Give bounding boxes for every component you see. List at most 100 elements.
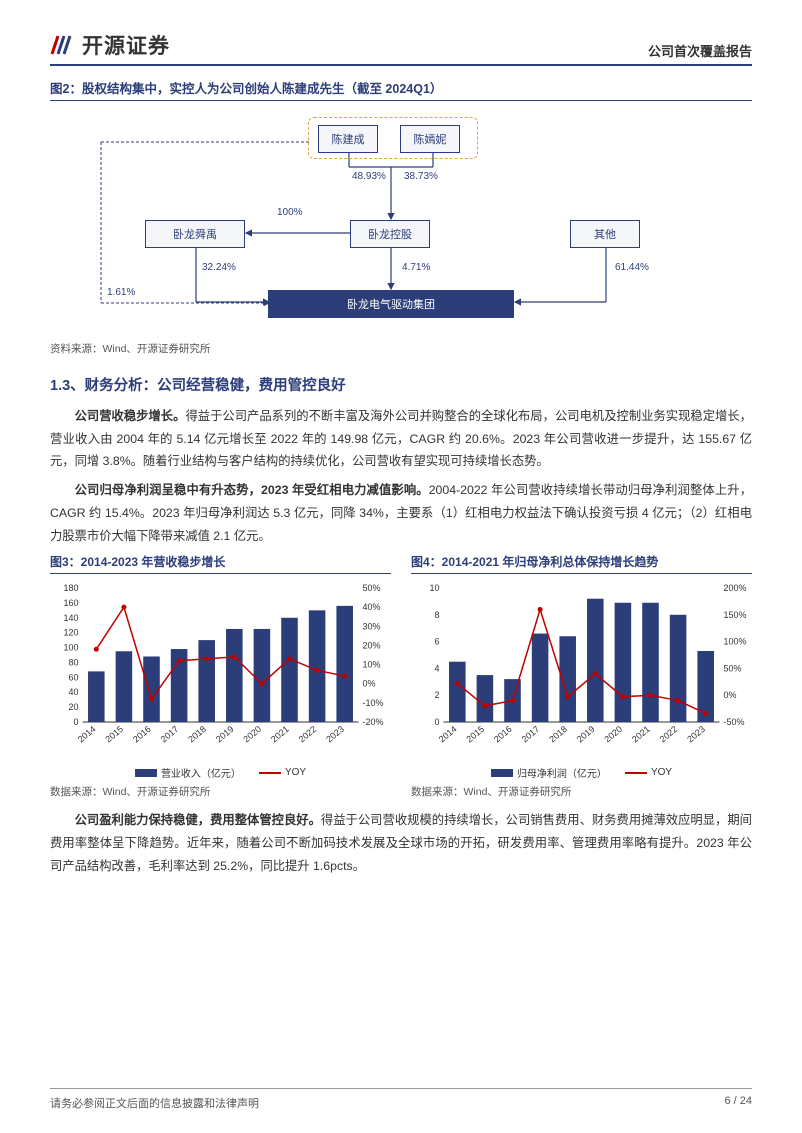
chart4-source: 数据来源：Wind、开源证券研究所 [411,784,752,799]
node-chen-jiancheng: 陈建成 [318,125,378,153]
svg-text:2022: 2022 [658,724,680,745]
svg-text:2015: 2015 [103,724,125,745]
svg-text:2018: 2018 [547,724,569,745]
para-3-bold: 公司盈利能力保持稳健，费用整体管控良好。 [75,813,321,827]
para-1-bold: 公司营收稳步增长。 [75,409,186,423]
svg-text:6: 6 [434,637,439,647]
chart4-column: 图4：2014-2021 年归母净利总体保持增长趋势 0 2 4 6 8 10 -50% 0%… [411,553,752,799]
node-wolong-shunyu: 卧龙舜禹 [145,220,245,248]
svg-text:0%: 0% [363,679,376,689]
svg-text:2014: 2014 [76,724,98,745]
svg-text:2021: 2021 [269,724,291,745]
chart4-legend-line-label: YOY [651,767,672,778]
svg-text:2023: 2023 [685,724,707,745]
edge-32-24: 32.24% [200,262,238,273]
figure2-title: 图2：股权结构集中，实控人为公司创始人陈建成先生（截至 2024Q1） [50,78,752,101]
svg-text:10: 10 [429,583,439,593]
logo: 开源证券 [50,30,170,60]
svg-text:150%: 150% [724,610,747,620]
svg-text:40: 40 [68,688,78,698]
chart3-legend-line: YOY [259,765,306,780]
para-3: 公司盈利能力保持稳健，费用整体管控良好。得益于公司营收规模的持续增长，公司销售费… [50,809,752,877]
chart3-source: 数据来源：Wind、开源证券研究所 [50,784,391,799]
para-2: 公司归母净利润呈稳中有升态势，2023 年受红相电力减值影响。2004-2022… [50,479,752,547]
svg-text:2017: 2017 [520,724,542,745]
svg-text:0: 0 [434,717,439,727]
svg-text:2020: 2020 [602,724,624,745]
svg-text:2021: 2021 [630,724,652,745]
svg-text:80: 80 [68,658,78,668]
footer-disclaimer: 请务必参阅正文后面的信息披露和法律声明 [50,1095,259,1111]
svg-text:100: 100 [63,643,78,653]
svg-text:2019: 2019 [214,724,236,745]
svg-text:200%: 200% [724,583,747,593]
figure2-diagram: 陈建成 陈嫣妮 卧龙舜禹 卧龙控股 其他 卧龙电气驱动集团 48.93% 38.… [50,107,752,337]
chart3-legend-bar: 营业收入（亿元） [135,765,241,780]
chart4-legend-bar-label: 归母净利润（亿元） [517,765,607,780]
figure2-source: 资料来源：Wind、开源证券研究所 [50,341,752,356]
charts-row: 图3：2014-2023 年营收稳步增长 0204060801001201401… [50,553,752,799]
chart3-svg: 0 20 40 60 80 100 120 140 160 180 -20% -10% 0% 10% 20%… [50,580,391,760]
chart4-title: 图4：2014-2021 年归母净利总体保持增长趋势 [411,553,752,574]
para-2-bold: 公司归母净利润呈稳中有升态势，2023 年受红相电力减值影响。 [75,483,429,497]
svg-text:-20%: -20% [363,717,384,727]
svg-text:-50%: -50% [724,717,745,727]
chart4-svg: 0 2 4 6 8 10 -50% 0% 50% 100% 150% 200% 20142015 2016… [411,580,752,760]
svg-text:140: 140 [63,613,78,623]
svg-text:60: 60 [68,673,78,683]
chart4-legend-bar: 归母净利润（亿元） [491,765,607,780]
svg-text:120: 120 [63,628,78,638]
edge-100: 100% [275,207,305,218]
svg-text:160: 160 [63,598,78,608]
edge-61-44: 61.44% [613,262,651,273]
svg-text:-10%: -10% [363,698,384,708]
node-other: 其他 [570,220,640,248]
svg-text:30%: 30% [363,622,381,632]
svg-text:2017: 2017 [159,724,181,745]
chart3-column: 图3：2014-2023 年营收稳步增长 0 20 40 60 80 100 120 140 1… [50,553,391,799]
svg-text:10%: 10% [363,660,381,670]
footer-page-number: 6 / 24 [724,1095,752,1111]
edge-48-93: 48.93% [350,171,388,182]
svg-text:20%: 20% [363,641,381,651]
svg-text:2: 2 [434,691,439,701]
edge-1-61: 1.61% [105,287,137,298]
node-chen-yanni: 陈嫣妮 [400,125,460,153]
svg-text:2016: 2016 [131,724,153,745]
page-footer: 请务必参阅正文后面的信息披露和法律声明 6 / 24 [50,1088,752,1111]
report-type: 公司首次覆盖报告 [648,41,752,60]
svg-text:40%: 40% [363,603,381,613]
node-wolong-electric: 卧龙电气驱动集团 [268,290,514,318]
svg-text:20: 20 [68,703,78,713]
svg-text:2020: 2020 [241,724,263,745]
edge-38-73: 38.73% [402,171,440,182]
logo-icon [50,32,76,58]
para-1: 公司营收稳步增长。得益于公司产品系列的不断丰富及海外公司并购整合的全球化布局，公… [50,405,752,473]
svg-text:2019: 2019 [575,724,597,745]
svg-text:2022: 2022 [297,724,319,745]
page-header: 开源证券 公司首次覆盖报告 [50,30,752,66]
svg-text:180: 180 [63,583,78,593]
svg-text:100%: 100% [724,637,747,647]
svg-text:2014: 2014 [437,724,459,745]
chart4-legend: 归母净利润（亿元） YOY [411,765,752,780]
svg-text:8: 8 [434,610,439,620]
logo-text: 开源证券 [82,30,170,60]
svg-text:0%: 0% [724,691,737,701]
svg-text:2015: 2015 [464,724,486,745]
chart3-legend-line-label: YOY [285,767,306,778]
chart4-legend-line: YOY [625,765,672,780]
chart3-legend-bar-label: 营业收入（亿元） [161,765,241,780]
svg-text:2018: 2018 [186,724,208,745]
edge-4-71: 4.71% [400,262,432,273]
svg-text:2023: 2023 [324,724,346,745]
section-1-3-heading: 1.3、财务分析：公司经营稳健，费用管控良好 [50,374,752,395]
chart3-title: 图3：2014-2023 年营收稳步增长 [50,553,391,574]
svg-text:50%: 50% [363,583,381,593]
node-wolong-holding: 卧龙控股 [350,220,430,248]
chart3-legend: 营业收入（亿元） YOY [50,765,391,780]
svg-text:4: 4 [434,664,439,674]
svg-text:50%: 50% [724,664,742,674]
svg-text:0: 0 [73,717,78,727]
svg-text:2016: 2016 [492,724,514,745]
